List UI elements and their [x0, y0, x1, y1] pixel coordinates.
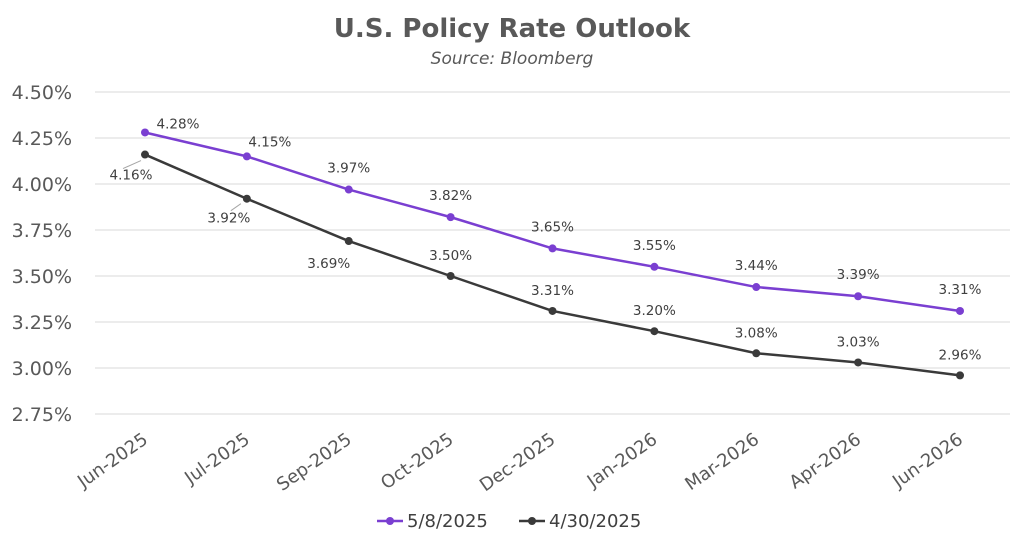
y-tick-label: 3.75% [12, 220, 72, 242]
x-tick-label: Oct-2025 [377, 429, 457, 494]
x-tick-label: Jun-2026 [888, 429, 967, 493]
chart-title: U.S. Policy Rate Outlook [334, 14, 691, 44]
data-point [752, 283, 761, 292]
data-label: 3.39% [837, 267, 880, 283]
y-tick-label: 4.00% [12, 174, 72, 196]
data-point [650, 327, 659, 336]
x-tick-label: Sep-2025 [273, 429, 356, 496]
y-tick-label: 2.75% [12, 404, 72, 426]
legend-label: 4/30/2025 [549, 511, 641, 532]
data-label: 3.44% [735, 258, 778, 274]
data-label: 3.65% [531, 219, 574, 235]
x-tick-label: Mar-2026 [681, 429, 763, 495]
x-tick-label: Jun-2025 [73, 429, 152, 493]
legend: 5/8/2025 4/30/2025 [377, 511, 641, 532]
data-label: 4.16% [110, 168, 153, 184]
x-tick-label: Dec-2025 [476, 429, 559, 496]
label-leader-line [230, 203, 242, 212]
data-label: 4.15% [248, 134, 291, 150]
grid-lines [95, 91, 1010, 415]
data-label: 3.31% [939, 282, 982, 298]
x-tick-label: Jan-2026 [583, 429, 661, 493]
data-point [650, 262, 659, 271]
data-label: 3.97% [327, 161, 370, 177]
data-point [141, 128, 149, 137]
y-tick-label: 3.25% [12, 312, 72, 334]
data-point [956, 371, 964, 380]
y-tick-label: 4.25% [12, 128, 72, 150]
data-point [242, 194, 251, 203]
data-point [956, 306, 964, 315]
data-label: 3.20% [633, 303, 676, 319]
data-label: 2.96% [939, 347, 982, 363]
data-point [548, 244, 557, 253]
data-point [242, 152, 251, 161]
label-leader-line [122, 160, 142, 170]
legend-label: 5/8/2025 [407, 511, 488, 532]
series-lines [141, 128, 964, 380]
data-label: 3.69% [307, 256, 350, 272]
data-label: 3.08% [735, 325, 778, 341]
data-point [752, 349, 761, 358]
x-tick-label: Jul-2025 [180, 429, 254, 489]
data-label: 3.50% [429, 248, 472, 264]
data-point [141, 150, 149, 159]
data-point [344, 237, 353, 246]
data-point [446, 213, 455, 222]
legend-marker [528, 517, 536, 525]
data-label: 3.82% [429, 188, 472, 204]
y-tick-label: 3.00% [12, 358, 72, 380]
data-point [446, 272, 455, 280]
data-labels: 4.28% 4.15% 3.97% 3.82% 3.65% 3.55% 3.44% 3.39%… [110, 116, 982, 363]
data-label: 4.28% [157, 116, 200, 132]
data-point [344, 185, 353, 194]
data-label: 3.55% [633, 238, 676, 254]
y-tick-label: 3.50% [12, 266, 72, 288]
data-label: 3.03% [837, 334, 880, 350]
x-axis-tick-labels: Jun-2025 Jul-2025 Sep-2025 Oct-2025 Dec-2025… [73, 429, 967, 496]
legend-marker [386, 517, 394, 525]
y-axis-tick-labels: 2.75% 3.00% 3.25% 3.50% 3.75% 4.00% 4.25% 4.50% [12, 82, 72, 426]
data-point [854, 358, 863, 367]
data-point [548, 306, 557, 315]
data-label: 3.31% [531, 283, 574, 299]
x-tick-label: Apr-2026 [786, 429, 865, 493]
data-point [854, 292, 863, 301]
data-label: 3.92% [207, 211, 250, 227]
chart-subtitle: Source: Bloomberg [431, 49, 594, 69]
y-tick-label: 4.50% [12, 82, 72, 104]
